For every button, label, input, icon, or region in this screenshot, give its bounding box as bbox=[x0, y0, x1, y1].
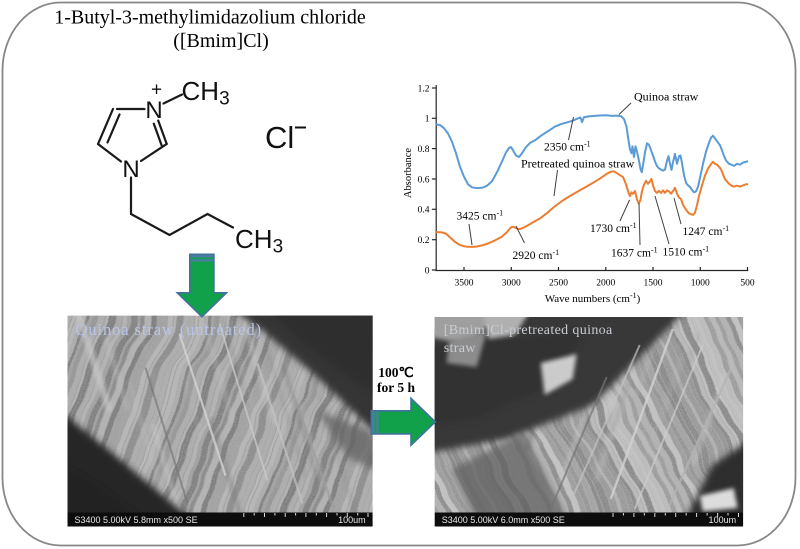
svg-text:0.2: 0.2 bbox=[418, 236, 430, 246]
svg-text:Wave numbers (cm-1): Wave numbers (cm-1) bbox=[545, 291, 641, 305]
svg-text:2000: 2000 bbox=[596, 279, 615, 289]
svg-text:3425 cm-1: 3425 cm-1 bbox=[457, 209, 504, 223]
svg-text:+: + bbox=[151, 80, 162, 101]
svg-text:2920 cm-1: 2920 cm-1 bbox=[513, 248, 560, 262]
svg-text:0: 0 bbox=[425, 266, 430, 276]
svg-text:3000: 3000 bbox=[502, 279, 521, 289]
svg-text:500: 500 bbox=[740, 279, 755, 289]
svg-text:100um: 100um bbox=[709, 515, 737, 525]
svg-text:2500: 2500 bbox=[549, 279, 568, 289]
svg-text:CH3: CH3 bbox=[182, 76, 230, 110]
svg-text:1247 cm-1: 1247 cm-1 bbox=[683, 224, 730, 238]
svg-text:1.2: 1.2 bbox=[418, 84, 430, 94]
svg-text:CH3: CH3 bbox=[235, 224, 283, 258]
svg-text:S3400 5.00kV 5.8mm x500 SE: S3400 5.00kV 5.8mm x500 SE bbox=[75, 515, 198, 525]
svg-text:Quinoa straw: Quinoa straw bbox=[634, 90, 699, 104]
svg-text:100um: 100um bbox=[338, 515, 366, 525]
svg-text:[Bmim]Cl-pretreated quinoa: [Bmim]Cl-pretreated quinoa bbox=[444, 323, 613, 338]
svg-text:0.4: 0.4 bbox=[418, 206, 430, 216]
svg-text:3500: 3500 bbox=[455, 279, 474, 289]
svg-text:1730 cm-1: 1730 cm-1 bbox=[590, 221, 637, 235]
svg-text:([Bmim]Cl): ([Bmim]Cl) bbox=[173, 30, 269, 52]
svg-text:0.6: 0.6 bbox=[418, 175, 430, 185]
svg-text:Cl: Cl bbox=[265, 120, 294, 155]
svg-text:1500: 1500 bbox=[644, 279, 663, 289]
svg-text:straw: straw bbox=[444, 341, 477, 356]
svg-text:S3400 5.00kV 6.0mm x500 SE: S3400 5.00kV 6.0mm x500 SE bbox=[442, 515, 565, 525]
svg-text:N: N bbox=[122, 156, 139, 183]
svg-text:Quinoa straw (untreated): Quinoa straw (untreated) bbox=[76, 320, 263, 339]
svg-text:N: N bbox=[145, 97, 162, 124]
svg-text:1510 cm-1: 1510 cm-1 bbox=[663, 245, 710, 259]
svg-text:1000: 1000 bbox=[691, 279, 710, 289]
svg-text:1-Butyl-3-methylimidazolium ch: 1-Butyl-3-methylimidazolium chloride bbox=[54, 7, 366, 29]
svg-text:1: 1 bbox=[425, 115, 430, 125]
svg-text:for 5 h: for 5 h bbox=[377, 380, 415, 395]
svg-text:2350 cm-1: 2350 cm-1 bbox=[544, 140, 591, 154]
svg-text:100℃: 100℃ bbox=[378, 365, 414, 380]
svg-text:0.8: 0.8 bbox=[418, 145, 430, 155]
svg-text:Absorbance: Absorbance bbox=[403, 148, 414, 198]
svg-text:1637 cm-1: 1637 cm-1 bbox=[611, 246, 658, 260]
svg-text:Pretreated quinoa straw: Pretreated quinoa straw bbox=[521, 157, 635, 171]
